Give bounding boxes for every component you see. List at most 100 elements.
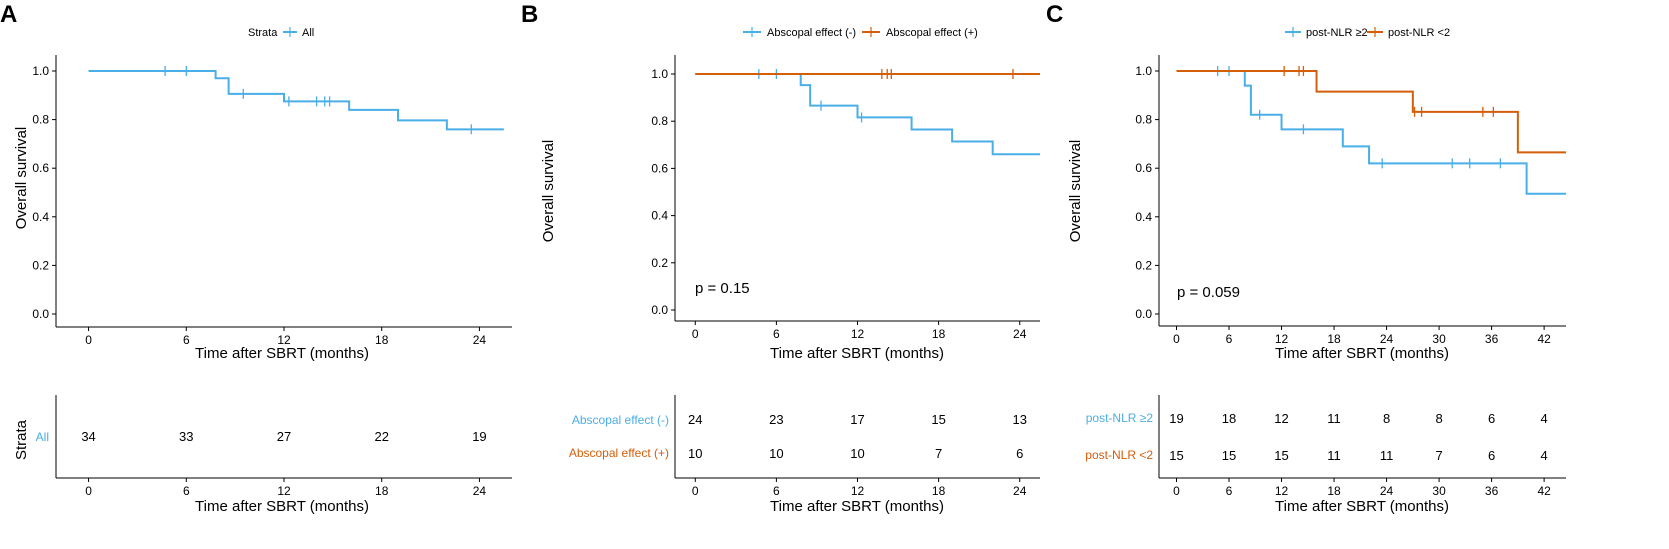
x-tick-label: 12 (851, 327, 865, 341)
x-tick-label: 0 (85, 333, 92, 347)
x-tick-label: 18 (1327, 332, 1341, 346)
x-tick-label: 36 (1485, 332, 1499, 346)
panel-letter-c: C (1046, 1, 1063, 28)
risk-row-label-b-neg: Abscopal effect (-) (572, 413, 669, 427)
x-tick-label: 24 (1013, 327, 1027, 341)
survival-curve-0 (1176, 70, 1566, 195)
risk-count: 18 (1222, 411, 1236, 426)
risk-table-b: 24 23 17 15 13 10 10 10 7 6 (688, 412, 1027, 461)
x-tick-label: 42 (1537, 332, 1551, 346)
risk-count: 4 (1541, 448, 1548, 463)
risk-count: 6 (1016, 446, 1023, 461)
curves-a (88, 66, 504, 135)
risk-row-label-c-low: post-NLR <2 (1085, 448, 1153, 462)
risk-count: 34 (81, 429, 95, 444)
risk-table-ylabel-a: Strata (13, 419, 30, 460)
risk-x-tick-label: 6 (183, 484, 190, 498)
panel-a: A Strata All Overall survival 0.00.20.40… (0, 1, 512, 515)
risk-x-ticks-c: 0 6 12 18 24 30 36 42 (1173, 478, 1551, 498)
risk-count: 24 (688, 412, 702, 427)
risk-x-ticks-a: 0 6 12 18 24 (85, 478, 486, 498)
risk-count: 6 (1488, 411, 1495, 426)
risk-x-tick-label: 6 (1226, 484, 1233, 498)
y-axis-title-c: Overall survival (1067, 140, 1084, 243)
risk-x-tick-label: 12 (851, 484, 865, 498)
survival-curve-1 (1176, 70, 1566, 154)
risk-x-tick-label: 42 (1537, 484, 1551, 498)
risk-count: 4 (1541, 411, 1548, 426)
legend-label-a-all: All (302, 27, 314, 39)
risk-table-a: 34 33 27 22 19 (81, 429, 486, 444)
y-ticks-b: 0.0 0.2 0.4 0.6 0.8 1.0 (651, 67, 675, 317)
x-tick-label: 6 (1226, 332, 1233, 346)
risk-x-tick-label: 18 (932, 484, 946, 498)
risk-count: 8 (1435, 411, 1442, 426)
y-tick-label: 1.0 (651, 67, 668, 81)
risk-x-axis-title-a: Time after SBRT (months) (195, 498, 369, 515)
risk-count: 11 (1327, 411, 1341, 426)
risk-count: 12 (1274, 411, 1288, 426)
risk-count: 15 (1169, 448, 1183, 463)
risk-row-label-b-pos: Abscopal effect (+) (569, 446, 669, 460)
risk-x-tick-label: 30 (1432, 484, 1446, 498)
y-tick-label: 0.8 (32, 113, 49, 127)
risk-x-axis-title-c: Time after SBRT (months) (1275, 498, 1449, 515)
p-value-b: p = 0.15 (695, 280, 750, 297)
risk-count: 15 (1222, 448, 1236, 463)
risk-count: 15 (1274, 448, 1288, 463)
x-tick-label: 0 (692, 327, 699, 341)
x-tick-label: 18 (375, 333, 389, 347)
risk-x-tick-label: 36 (1485, 484, 1499, 498)
risk-x-tick-label: 12 (277, 484, 291, 498)
risk-x-ticks-b: 0 6 12 18 24 (692, 478, 1027, 498)
risk-x-tick-label: 18 (375, 484, 389, 498)
risk-count: 10 (688, 446, 702, 461)
risk-count: 19 (1169, 411, 1183, 426)
y-tick-label: 0.2 (32, 258, 49, 272)
risk-x-tick-label: 24 (1380, 484, 1394, 498)
legend-label-c-low: post-NLR <2 (1388, 27, 1450, 39)
risk-count: 27 (277, 429, 291, 444)
x-tick-label: 18 (932, 327, 946, 341)
y-tick-label: 0.4 (32, 210, 49, 224)
risk-count: 23 (769, 412, 783, 427)
x-tick-label: 30 (1432, 332, 1446, 346)
risk-count: 7 (935, 446, 942, 461)
x-tick-label: 6 (773, 327, 780, 341)
y-tick-label: 0.0 (651, 303, 668, 317)
y-tick-label: 0.2 (1135, 258, 1152, 272)
risk-row-label-c-high: post-NLR ≥2 (1086, 411, 1154, 425)
panel-c: C post-NLR ≥2 post-NLR <2 Overall surviv… (1046, 1, 1566, 515)
x-tick-label: 12 (1275, 332, 1289, 346)
x-ticks-b: 0 6 12 18 24 (692, 321, 1027, 341)
y-tick-label: 0.2 (651, 256, 668, 270)
legend-label-c-high: post-NLR ≥2 (1306, 27, 1368, 39)
x-tick-label: 24 (1380, 332, 1394, 346)
risk-x-tick-label: 6 (773, 484, 780, 498)
risk-row-label-a-all: All (36, 430, 49, 444)
x-ticks-a: 0 6 12 18 24 (85, 327, 486, 347)
x-axis-title-b: Time after SBRT (months) (770, 345, 944, 362)
risk-count: 17 (850, 412, 864, 427)
panel-letter-a: A (0, 1, 17, 28)
survival-curve-0 (88, 70, 504, 131)
y-tick-label: 0.6 (1135, 161, 1152, 175)
y-tick-label: 0.0 (32, 307, 49, 321)
risk-x-tick-label: 0 (1173, 484, 1180, 498)
panel-letter-b: B (521, 1, 538, 28)
y-tick-label: 1.0 (32, 64, 49, 78)
y-ticks-c: 0.0 0.2 0.4 0.6 0.8 1.0 (1135, 64, 1159, 321)
risk-count: 19 (472, 429, 486, 444)
risk-count: 11 (1327, 448, 1341, 463)
x-tick-label: 12 (277, 333, 291, 347)
legend-label-b-pos: Abscopal effect (+) (886, 27, 978, 39)
x-axis-title-a: Time after SBRT (months) (195, 345, 369, 362)
y-tick-label: 0.0 (1135, 307, 1152, 321)
risk-count: 10 (850, 446, 864, 461)
risk-x-tick-label: 18 (1327, 484, 1341, 498)
risk-x-axis-title-b: Time after SBRT (months) (770, 498, 944, 515)
risk-count: 6 (1488, 448, 1495, 463)
legend-label-b-neg: Abscopal effect (-) (767, 27, 856, 39)
x-ticks-c: 0 6 12 18 24 30 36 42 (1173, 326, 1551, 346)
